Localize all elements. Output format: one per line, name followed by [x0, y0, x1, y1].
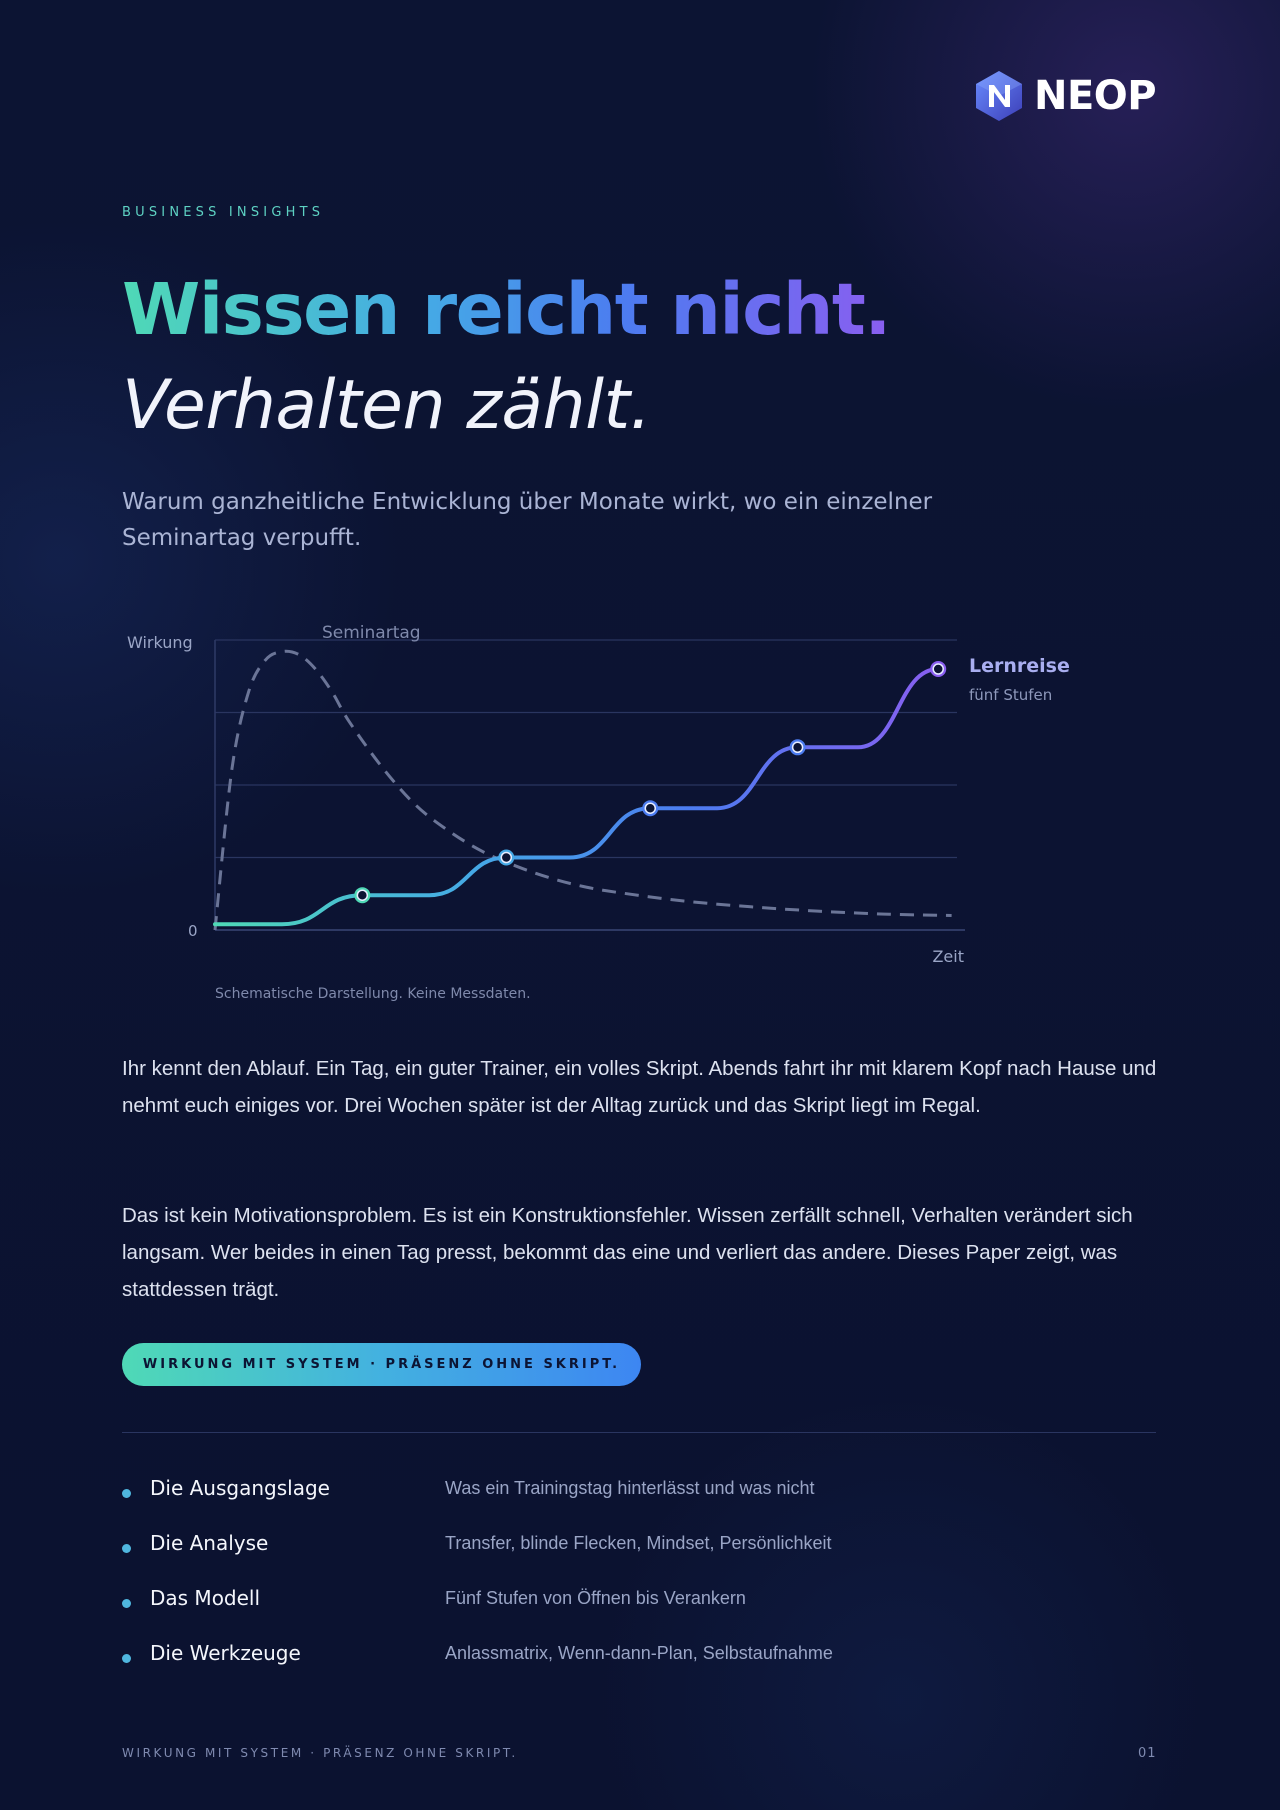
page-number: 01 [1138, 1746, 1157, 1761]
toc-item-title: Die Ausgangslage [150, 1476, 330, 1500]
bullet-dot-icon [122, 1489, 131, 1498]
toc-item-description: Anlassmatrix, Wenn-dann-Plan, Selbstaufn… [445, 1643, 833, 1663]
series-seminartag-label: Seminartag [322, 623, 421, 643]
brand-logo: NEOP [974, 70, 1157, 122]
toc-item-description: Fünf Stufen von Öffnen bis Verankern [445, 1588, 746, 1608]
section-divider [122, 1432, 1156, 1433]
hexagon-n-icon [976, 71, 1022, 121]
toc-item: Die Analyse Transfer, blinde Flecken, Mi… [122, 1525, 1156, 1580]
chart-grid [215, 639, 957, 859]
bullet-dot-icon [122, 1599, 131, 1608]
body-paragraph-1: Ihr kennt den Ablauf. Ein Tag, ein guter… [122, 1057, 1157, 1117]
series-lernreise-line [213, 667, 941, 927]
brand-name: NEOP [1034, 73, 1157, 119]
y-axis-label: Wirkung [127, 633, 193, 652]
lernreise-point-ring [791, 741, 804, 754]
y-tick-zero: 0 [188, 922, 198, 940]
toc-item: Die Werkzeuge Anlassmatrix, Wenn-dann-Pl… [122, 1635, 1156, 1690]
x-axis-label: Zeit [932, 947, 964, 966]
toc-item: Die Ausgangslage Was ein Trainingstag hi… [122, 1470, 1156, 1525]
bullet-dot-icon [122, 1654, 131, 1663]
series-lernreise-markers [354, 661, 947, 904]
series-lernreise-label: Lernreise [969, 655, 1070, 677]
toc-item-title: Das Modell [150, 1586, 261, 1610]
lernreise-point-ring [500, 851, 513, 864]
headline-primary: Wissen reicht nicht. [122, 268, 891, 351]
series-seminartag-line [213, 649, 952, 931]
eyebrow-label: BUSINESS INSIGHTS [122, 205, 325, 220]
chart-note: Schematische Darstellung. Keine Messdate… [215, 986, 531, 1002]
footer-tagline: WIRKUNG MIT SYSTEM · PRÄSENZ OHNE SKRIPT… [122, 1746, 518, 1760]
lernreise-point-ring [644, 802, 657, 814]
lead-paragraph: Warum ganzheitliche Entwicklung über Mon… [122, 489, 933, 551]
bullet-dot-icon [122, 1544, 131, 1553]
toc-item-title: Die Werkzeuge [150, 1641, 301, 1665]
headline-secondary: Verhalten zählt. [122, 366, 651, 445]
series-lernreise-subtitle: fünf Stufen [969, 686, 1052, 704]
toc-item-description: Was ein Trainingstag hinterlässt und was… [445, 1478, 815, 1498]
toc-item-description: Transfer, blinde Flecken, Mindset, Persö… [445, 1533, 832, 1553]
table-of-contents: Die Ausgangslage Was ein Trainingstag hi… [122, 1470, 1156, 1690]
toc-item: Das Modell Fünf Stufen von Öffnen bis Ve… [122, 1580, 1156, 1635]
toc-item-title: Die Analyse [150, 1531, 269, 1555]
lernreise-point-ring [932, 663, 944, 675]
learning-chart: Wirkung 0 Zeit Seminartag Lernreise fünf… [127, 623, 1070, 1002]
body-paragraph-2: Das ist kein Motivationsproblem. Es ist … [122, 1204, 1133, 1301]
tagline-pill: WIRKUNG MIT SYSTEM · PRÄSENZ OHNE SKRIPT… [122, 1343, 641, 1386]
lernreise-point-ring [356, 889, 369, 901]
